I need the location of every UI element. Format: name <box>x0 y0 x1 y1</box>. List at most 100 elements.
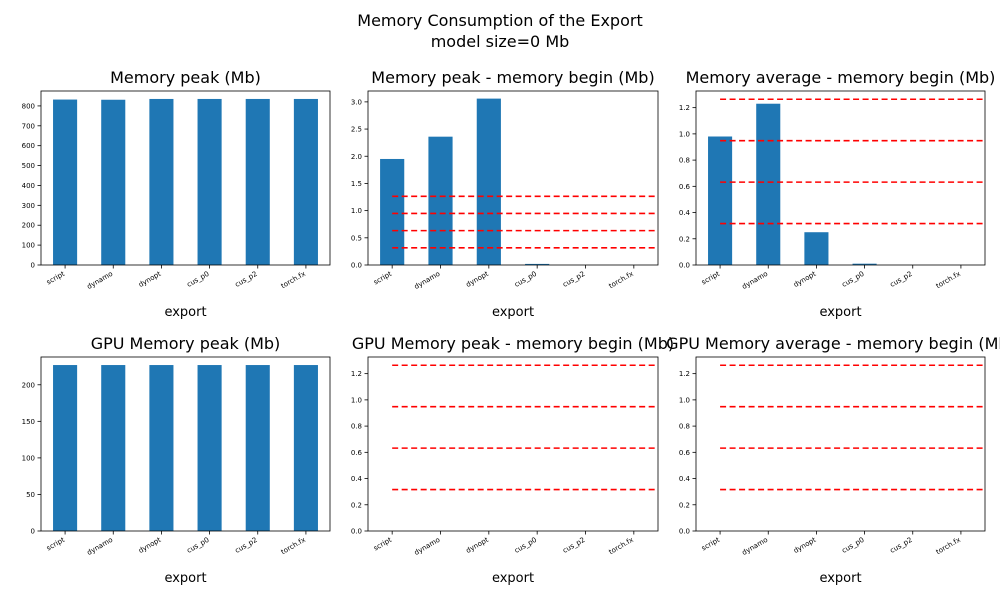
bar-dynopt <box>149 98 174 265</box>
bar-cus_p0 <box>852 263 877 265</box>
y-tick-label: 2.5 <box>351 126 362 134</box>
y-tick-label: 3.0 <box>351 98 362 106</box>
x-tick-label: torch.fx <box>935 270 962 290</box>
y-tick-label: 800 <box>22 102 35 110</box>
bar-dynamo <box>101 365 126 531</box>
y-tick-label: 50 <box>26 491 35 499</box>
y-tick-label: 0.8 <box>679 423 690 431</box>
x-tick-label: dynopt <box>137 536 162 555</box>
x-tick-label: dynopt <box>137 270 162 289</box>
bar-cus_p2 <box>245 98 270 265</box>
y-tick-label: 1.0 <box>351 207 362 215</box>
y-tick-label: 1.2 <box>679 370 690 378</box>
subplot-3: 0.0 0.2 0.4 0.6 0.8 1.0 1.2 script dynamo dynopt c… <box>679 68 996 320</box>
x-tick-label: dynamo <box>413 270 442 291</box>
axes-frame <box>40 356 331 532</box>
bar-cus_p0 <box>197 98 222 265</box>
y-tick-label: 0.4 <box>351 475 363 483</box>
x-tick-label: dynopt <box>465 536 490 555</box>
subplot-title: GPU Memory average - memory begin (Mb) <box>666 334 1000 353</box>
y-tick-label: 1.0 <box>351 396 362 404</box>
subplot-5: 0.0 0.2 0.4 0.6 0.8 1.0 1.2 script dynamo dynopt c… <box>351 334 674 586</box>
x-axis-label: export <box>164 571 206 586</box>
x-tick-label: cus_p2 <box>234 536 259 555</box>
y-tick-label: 700 <box>22 122 35 130</box>
x-tick-label: dynamo <box>741 536 770 557</box>
x-tick-label: cus_p0 <box>186 270 211 289</box>
axes-frame <box>695 90 986 266</box>
y-tick-label: 0.4 <box>679 475 691 483</box>
x-tick-label: script <box>700 270 721 287</box>
axes-frame <box>367 90 659 266</box>
subplot-6: 0.0 0.2 0.4 0.6 0.8 1.0 1.2 script dynamo dynopt c… <box>666 334 1000 586</box>
y-tick-label: 100 <box>22 242 35 250</box>
axes-frame <box>40 90 331 266</box>
x-tick-label: cus_p2 <box>561 536 586 555</box>
bar-dynamo <box>428 136 453 265</box>
x-axis-label: export <box>492 571 534 586</box>
y-tick-label: 1.2 <box>351 370 362 378</box>
subplot-title: GPU Memory peak - memory begin (Mb) <box>352 334 674 353</box>
y-tick-label: 0.4 <box>679 209 691 217</box>
y-tick-label: 0.0 <box>679 262 690 270</box>
x-tick-label: torch.fx <box>608 270 635 290</box>
x-tick-label: script <box>372 536 393 553</box>
x-tick-label: cus_p2 <box>889 536 914 555</box>
y-tick-label: 0.2 <box>351 501 362 509</box>
y-tick-label: 0.0 <box>351 262 362 270</box>
bar-script <box>708 136 733 265</box>
x-tick-label: dynamo <box>86 536 115 557</box>
y-tick-label: 0 <box>31 262 35 270</box>
y-tick-label: 0.2 <box>679 235 690 243</box>
x-tick-label: torch.fx <box>608 536 635 556</box>
x-tick-label: script <box>372 270 393 287</box>
subplot-4: 0 50 100 150 200 script dynamo dynopt cus_p0 cus_… <box>22 334 331 586</box>
subplot-title: Memory peak (Mb) <box>110 68 261 87</box>
figure-title-line1: Memory Consumption of the Export <box>357 11 642 30</box>
y-tick-label: 0.6 <box>351 449 363 457</box>
bar-dynopt <box>476 98 501 265</box>
subplot-title: Memory peak - memory begin (Mb) <box>371 68 654 87</box>
x-tick-label: cus_p0 <box>513 270 538 289</box>
x-tick-label: script <box>45 536 66 553</box>
x-tick-label: dynopt <box>792 270 817 289</box>
x-axis-label: export <box>164 305 206 320</box>
axes-frame <box>695 356 986 532</box>
x-axis-label: export <box>492 305 534 320</box>
x-tick-label: cus_p0 <box>186 536 211 555</box>
x-tick-label: cus_p2 <box>561 270 586 289</box>
bar-dynopt <box>149 365 174 531</box>
x-tick-label: dynopt <box>465 270 490 289</box>
x-tick-label: cus_p0 <box>841 536 866 555</box>
y-tick-label: 1.0 <box>679 396 690 404</box>
bar-script <box>53 365 78 531</box>
y-tick-label: 600 <box>22 142 35 150</box>
x-tick-label: script <box>45 270 66 287</box>
y-tick-label: 500 <box>22 162 35 170</box>
x-tick-label: cus_p2 <box>234 270 259 289</box>
bar-cus_p0 <box>197 365 222 531</box>
y-tick-label: 0.2 <box>679 501 690 509</box>
bar-dynamo <box>101 99 126 265</box>
x-tick-label: torch.fx <box>280 270 307 290</box>
x-tick-label: cus_p0 <box>513 536 538 555</box>
x-tick-label: cus_p2 <box>889 270 914 289</box>
subplot-1: 0 100 200 300 400 500 600 700 800 script dynamo dyn… <box>22 68 331 320</box>
y-tick-label: 100 <box>22 454 35 462</box>
y-tick-label: 300 <box>22 202 35 210</box>
subplot-title: Memory average - memory begin (Mb) <box>686 68 996 87</box>
y-tick-label: 0.5 <box>351 234 362 242</box>
axes-frame <box>367 356 659 532</box>
y-tick-label: 0.0 <box>351 528 362 536</box>
y-tick-label: 400 <box>22 182 35 190</box>
bar-script <box>380 158 405 265</box>
x-axis-label: export <box>819 305 861 320</box>
bar-torch.fx <box>293 98 318 265</box>
bar-dynopt <box>804 232 829 265</box>
x-tick-label: torch.fx <box>280 536 307 556</box>
x-axis-label: export <box>819 571 861 586</box>
y-tick-label: 200 <box>22 222 35 230</box>
y-tick-label: 0 <box>31 528 35 536</box>
